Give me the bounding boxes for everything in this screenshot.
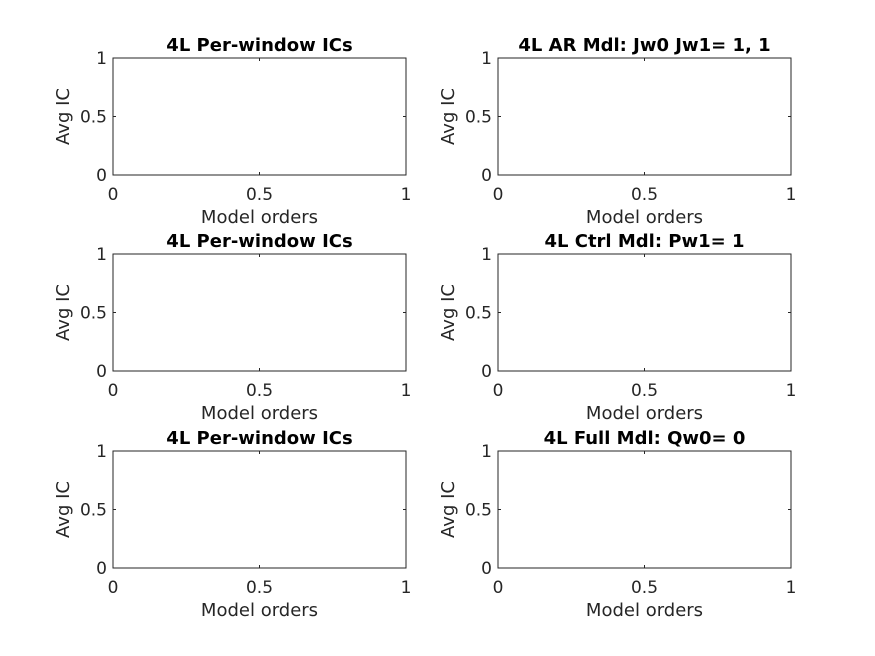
y-axis-label: Avg IC (438, 284, 459, 341)
axes-box (112, 57, 407, 176)
subplot-4: 0 0.5 1 0 0.5 1 4L Ctrl Mdl: Pw1= 1 Model order… (438, 231, 796, 424)
x-tick-label: 0 (493, 381, 504, 401)
y-tick-label: 1 (96, 442, 107, 462)
x-tick-label: 0.5 (631, 185, 658, 205)
y-axis-label: Avg IC (438, 481, 459, 538)
plot-title: 4L Full Mdl: Qw0= 0 (544, 428, 746, 449)
x-axis-label: Model orders (586, 600, 703, 621)
x-tick-label: 1 (401, 381, 412, 401)
y-tick-label: 0 (96, 362, 107, 382)
y-axis-label: Avg IC (53, 284, 74, 341)
y-tick-label: 0.5 (80, 304, 107, 324)
x-tick-label: 0 (493, 185, 504, 205)
y-tick-label: 1 (96, 49, 107, 69)
x-axis-label: Model orders (586, 403, 703, 424)
subplot-5: 0 0.5 1 0 0.5 1 4L Per-window ICs Model orders A… (53, 428, 411, 621)
y-axis-label: Avg IC (53, 88, 74, 145)
y-tick-label: 0.5 (80, 501, 107, 521)
y-tick-label: 0 (481, 362, 492, 382)
x-tick-label: 0.5 (246, 578, 273, 598)
y-tick-label: 0 (481, 559, 492, 579)
x-tick-label: 1 (786, 578, 797, 598)
y-tick-label: 0.5 (465, 501, 492, 521)
x-tick-label: 0.5 (246, 185, 273, 205)
subplot-6: 0 0.5 1 0 0.5 1 4L Full Mdl: Qw0= 0 Model order… (438, 428, 796, 621)
x-tick-label: 0.5 (631, 578, 658, 598)
plot-title: 4L AR Mdl: Jw0 Jw1= 1, 1 (518, 35, 770, 56)
x-axis-label: Model orders (586, 207, 703, 228)
x-axis-label: Model orders (201, 600, 318, 621)
plot-title: 4L Ctrl Mdl: Pw1= 1 (544, 231, 744, 252)
x-tick-label: 0.5 (631, 381, 658, 401)
y-tick-label: 0.5 (465, 108, 492, 128)
x-tick-label: 0 (108, 578, 119, 598)
x-tick-label: 0 (108, 185, 119, 205)
x-tick-label: 1 (401, 185, 412, 205)
plot-title: 4L Per-window ICs (166, 231, 352, 252)
y-axis-label: Avg IC (53, 481, 74, 538)
y-tick-label: 0.5 (80, 108, 107, 128)
y-axis-label: Avg IC (438, 88, 459, 145)
axes-box (497, 57, 792, 176)
y-tick-label: 1 (481, 49, 492, 69)
y-tick-label: 1 (96, 245, 107, 265)
axes-box (497, 450, 792, 569)
x-tick-label: 1 (786, 381, 797, 401)
axes-box (497, 253, 792, 372)
x-tick-label: 1 (786, 185, 797, 205)
y-tick-label: 1 (481, 442, 492, 462)
y-tick-label: 0.5 (465, 304, 492, 324)
y-tick-label: 0 (96, 166, 107, 186)
plot-title: 4L Per-window ICs (166, 428, 352, 449)
axes-box (112, 253, 407, 372)
x-tick-label: 0.5 (246, 381, 273, 401)
y-tick-label: 0 (96, 559, 107, 579)
x-tick-label: 1 (401, 578, 412, 598)
subplot-1: 0 0.5 1 0 0.5 1 4L Per-window ICs Model orders A… (53, 35, 411, 228)
y-tick-label: 0 (481, 166, 492, 186)
subplot-2: 0 0.5 1 0 0.5 1 4L AR Mdl: Jw0 Jw1= 1, 1 Model … (438, 35, 796, 228)
x-axis-label: Model orders (201, 403, 318, 424)
x-tick-label: 0 (108, 381, 119, 401)
axes-box (112, 450, 407, 569)
x-axis-label: Model orders (201, 207, 318, 228)
y-tick-label: 1 (481, 245, 492, 265)
x-tick-label: 0 (493, 578, 504, 598)
plot-title: 4L Per-window ICs (166, 35, 352, 56)
subplot-3: 0 0.5 1 0 0.5 1 4L Per-window ICs Model orders A… (53, 231, 411, 424)
